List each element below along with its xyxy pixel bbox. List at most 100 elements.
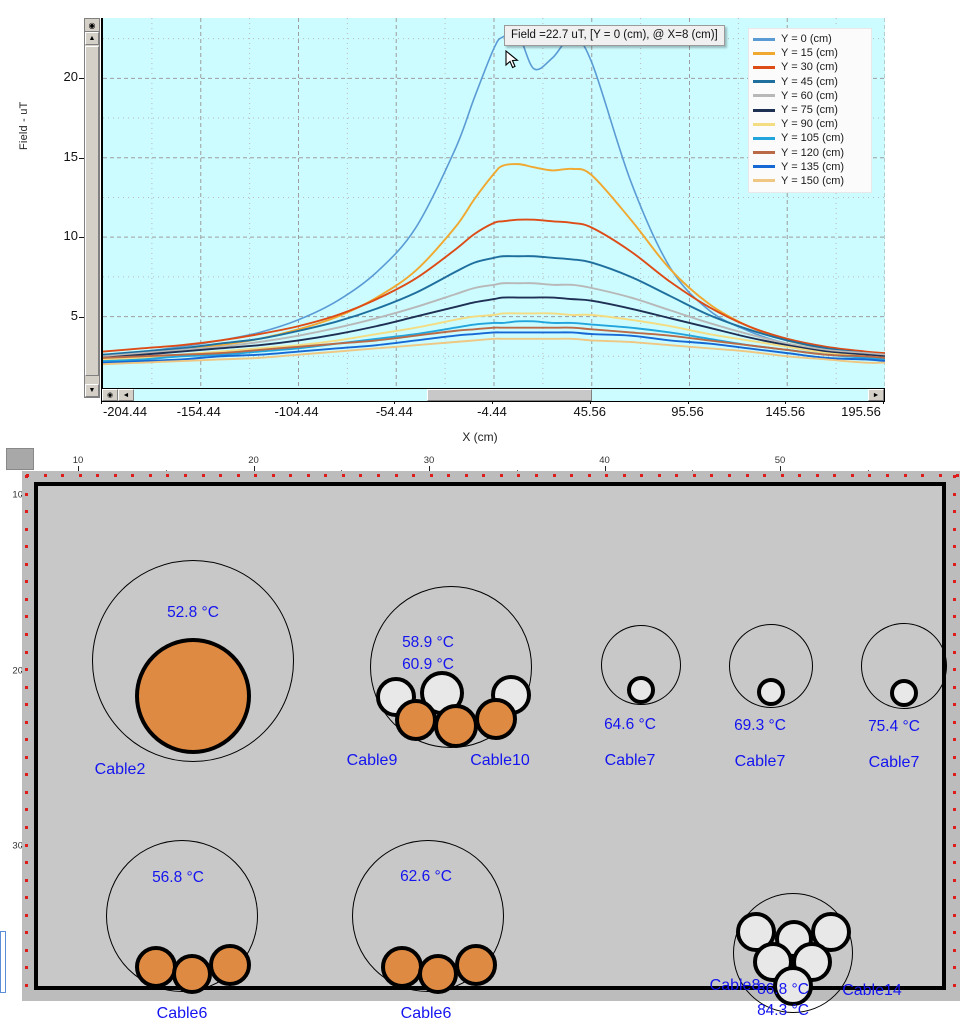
grid-dot (377, 474, 380, 477)
cable-name-label[interactable]: Cable7 (604, 752, 656, 769)
cable-name-label[interactable]: Cable7 (868, 754, 920, 771)
temperature-label: 56.8 °C (152, 869, 204, 886)
conductor-circle[interactable] (434, 704, 478, 748)
duct-cable9-10[interactable]: 58.9 °C 60.9 °C Cable9 Cable10 (38, 486, 942, 986)
x-axis-ticks: -204.44 -154.44 -104.44 -54.44 -4.44 45.56 95.… (101, 399, 885, 419)
conductor-circle[interactable] (209, 944, 251, 986)
legend-item[interactable]: Y = 90 (cm) (753, 117, 868, 131)
x-tick-label: 195.56 (841, 404, 881, 419)
ruler-corner-box[interactable] (6, 448, 34, 470)
legend-item[interactable]: Y = 150 (cm) (753, 174, 868, 188)
legend-item[interactable]: Y = 75 (cm) (753, 103, 868, 117)
duct-cable6-a[interactable]: 56.8 °C Cable6 (38, 486, 942, 1022)
grid-dot (868, 474, 872, 477)
grid-dot (25, 632, 28, 636)
vertical-scroll-thumb[interactable] (85, 46, 99, 376)
legend-item[interactable]: Y = 15 (cm) (753, 46, 868, 60)
conductor-circle[interactable] (890, 679, 918, 707)
horizontal-scroll-thumb[interactable] (427, 389, 592, 401)
y-axis-ticks: 20 15 10 5 (40, 18, 90, 398)
legend-item[interactable]: Y = 45 (cm) (753, 75, 868, 89)
duct-cable2[interactable]: 52.8 °C Cable2 (38, 486, 942, 986)
duct-outline (601, 625, 681, 705)
grid-dot (25, 913, 28, 917)
conductor-circle[interactable] (773, 966, 813, 1006)
grid-dot (850, 474, 854, 477)
x-axis-zoom-icon[interactable]: ◉ (102, 389, 118, 401)
grid-dot (953, 527, 956, 531)
duct-cable7-a[interactable]: 64.6 °C Cable7 (38, 486, 942, 986)
cable-name-label[interactable]: Cable2 (94, 761, 146, 778)
duct-cable7-b[interactable]: 69.3 °C Cable7 (38, 486, 942, 986)
grid-dot (953, 545, 956, 549)
conductor-circle[interactable] (627, 676, 655, 704)
cable-name-label[interactable]: Cable14 (842, 982, 902, 999)
legend-item[interactable]: Y = 135 (cm) (753, 160, 868, 174)
scroll-down-button[interactable]: ▼ (85, 384, 99, 397)
grid-dot (482, 474, 486, 477)
conductor-circle[interactable] (455, 944, 497, 986)
grid-dot (25, 878, 28, 882)
y-tick-label: 10 (63, 228, 78, 244)
grid-dot (552, 474, 556, 477)
grid-dot (953, 492, 956, 496)
legend-label: Y = 0 (cm) (781, 33, 832, 46)
legend-item[interactable]: Y = 60 (cm) (753, 89, 868, 103)
legend-label: Y = 120 (cm) (781, 146, 845, 159)
legend-item[interactable]: Y = 105 (cm) (753, 131, 868, 145)
duct-cable7-c[interactable]: 75.4 °C Cable7 (38, 486, 947, 986)
y-axis-title: Field - uT (18, 101, 30, 150)
x-tick-label: -54.44 (375, 404, 413, 419)
chart-vertical-scrollbar[interactable]: ▲ ▼ (84, 18, 100, 398)
y-tick-label: 20 (63, 69, 78, 85)
grid-dot (25, 703, 28, 707)
grid-dot (289, 474, 293, 477)
hscroll-left-group[interactable]: ◉ ◄ (102, 389, 134, 401)
conductor-circle[interactable] (135, 638, 251, 754)
grid-dot (447, 474, 451, 477)
y-axis-zoom-icon[interactable]: ◉ (84, 18, 100, 32)
scroll-right-button[interactable]: ► (868, 389, 884, 401)
legend-label: Y = 105 (cm) (781, 132, 845, 145)
grid-dot (25, 562, 28, 566)
grid-dot (921, 474, 925, 477)
grid-dot (148, 474, 152, 477)
x-tick-label: -204.44 (102, 404, 148, 419)
grid-dot (953, 843, 956, 847)
legend-color-swatch (753, 122, 775, 126)
conductor-circle[interactable] (753, 942, 793, 982)
legend-item[interactable]: Y = 30 (cm) (753, 60, 868, 74)
grid-dot (953, 948, 956, 952)
scroll-left-button[interactable]: ◄ (118, 389, 134, 401)
duct-outline (729, 624, 813, 708)
soil-cross-section[interactable]: 52.8 °C Cable2 58.9 °C 60.9 °C Cable9 Cable10… (34, 482, 947, 1022)
conductor-circle[interactable] (418, 954, 458, 994)
legend-color-swatch (753, 37, 775, 41)
grid-dot (953, 826, 956, 829)
cable-name-label[interactable]: Cable7 (734, 753, 786, 770)
grid-dot (953, 896, 956, 900)
grid-dot (728, 474, 731, 477)
cable-name-label[interactable]: Cable9 (346, 752, 398, 769)
y-tick-label: 5 (70, 307, 78, 323)
cable-name-label[interactable]: Cable8 (709, 977, 761, 994)
cable-name-label[interactable]: Cable6 (156, 1005, 208, 1022)
legend-item[interactable]: Y = 0 (cm) (753, 32, 868, 46)
grid-dot (25, 861, 28, 865)
conductor-circle[interactable] (757, 678, 785, 706)
scroll-up-button[interactable]: ▲ (85, 32, 99, 45)
legend-item[interactable]: Y = 120 (cm) (753, 146, 868, 160)
conductor-circle[interactable] (475, 698, 517, 740)
conductor-circle[interactable] (172, 954, 212, 994)
duct-cable8-14[interactable]: 86.8 °C 84.3 °C Cable8 Cable14 (38, 486, 942, 1019)
x-axis-title: X (cm) (462, 430, 498, 444)
cable-name-label[interactable]: Cable6 (400, 1005, 452, 1022)
series-line (103, 255, 885, 356)
cable-name-label[interactable]: Cable10 (470, 752, 530, 769)
grid-dot (534, 474, 538, 477)
legend-label: Y = 60 (cm) (781, 89, 838, 102)
chart-horizontal-scrollbar[interactable]: ◉ ◄ ► (101, 388, 885, 402)
grid-dot (219, 474, 223, 477)
grid-dot (953, 685, 956, 689)
selection-marker (0, 931, 6, 993)
